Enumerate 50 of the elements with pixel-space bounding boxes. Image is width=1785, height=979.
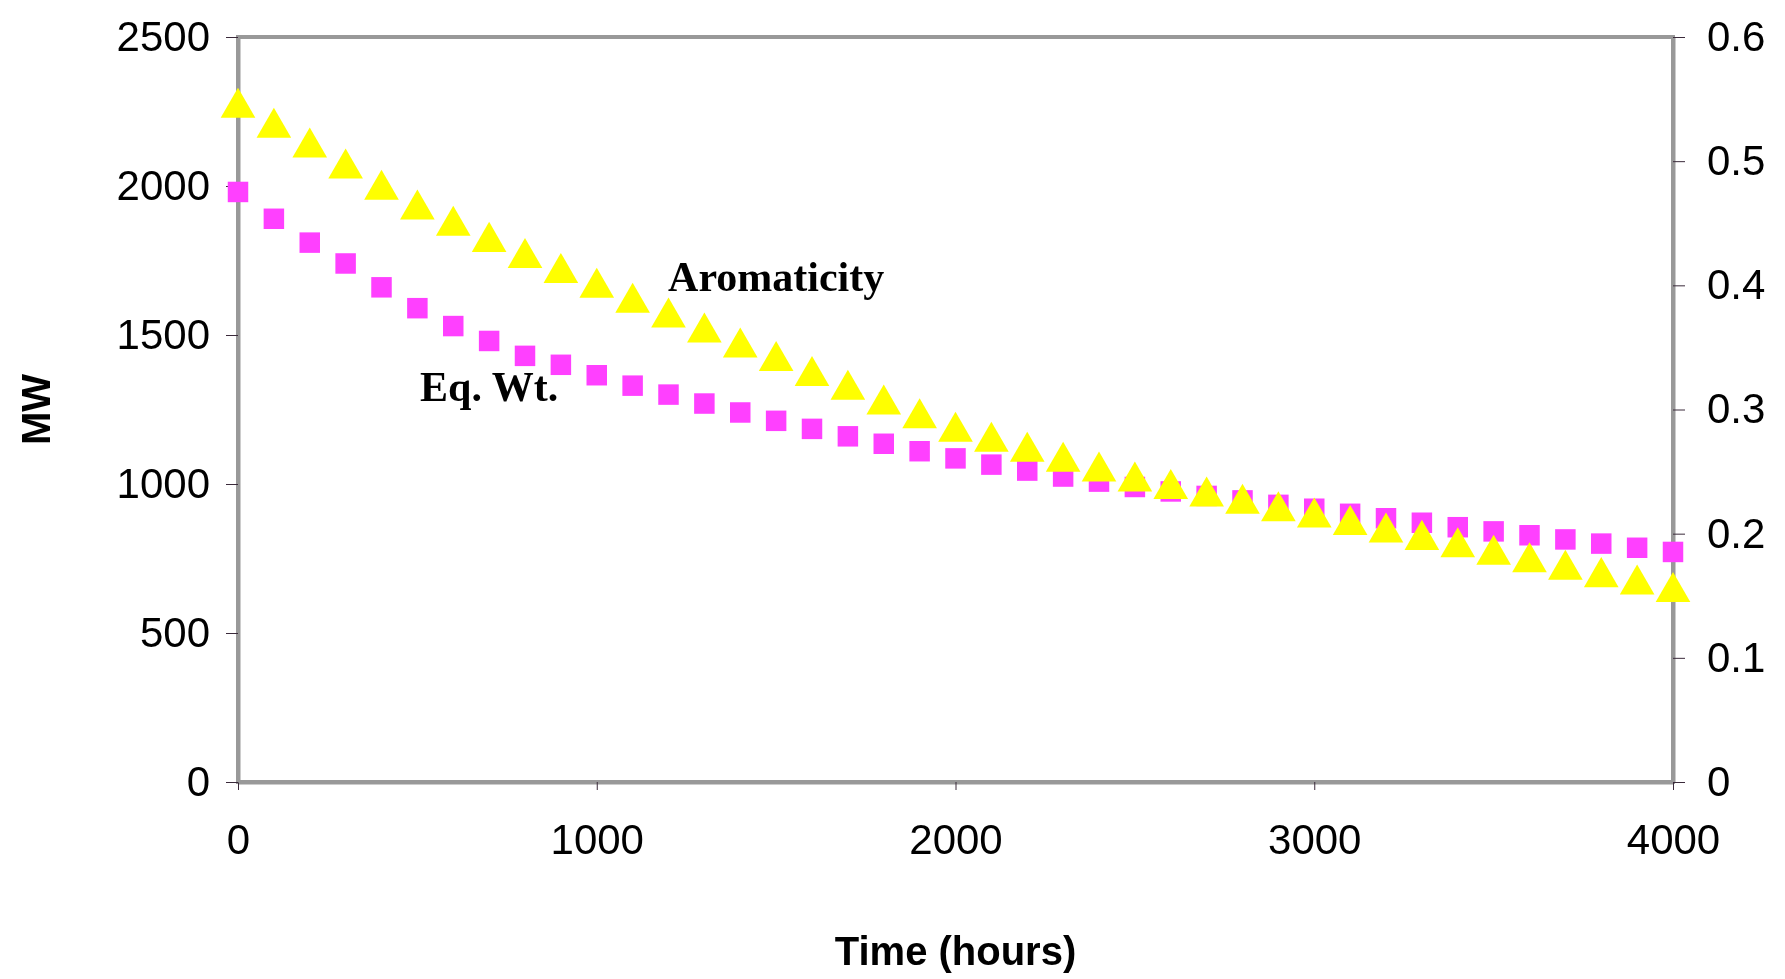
series-label: Aromaticity: [668, 254, 885, 301]
point: [263, 208, 285, 230]
series-label: Eq. Wt.: [420, 363, 559, 410]
y-tick-label: 500: [139, 608, 210, 656]
y-axis-title: MW: [14, 373, 58, 446]
point: [1626, 537, 1648, 559]
y2-tick-label: 0.4: [1707, 261, 1766, 309]
y2-tick-label: 0.2: [1707, 509, 1766, 557]
y-tick-label: 1000: [116, 459, 210, 507]
x-tick-label: 1000: [550, 815, 644, 863]
y-tick-label: 0: [186, 757, 210, 805]
point: [514, 345, 536, 367]
point: [1555, 529, 1576, 550]
y2-tick-label: 0.6: [1707, 12, 1766, 60]
point: [730, 402, 751, 423]
y2-tick-label: 0.5: [1707, 137, 1766, 185]
point: [801, 418, 823, 440]
point: [227, 181, 249, 203]
point: [658, 384, 679, 405]
point: [335, 253, 356, 274]
point: [371, 277, 392, 298]
y2-tick-label: 0: [1707, 757, 1731, 805]
y-tick-label: 1500: [116, 310, 210, 358]
point: [478, 330, 500, 352]
y2-tick-label: 0.1: [1707, 633, 1766, 681]
point: [765, 410, 787, 432]
point: [837, 426, 859, 447]
x-tick-label: 3000: [1268, 815, 1362, 863]
y-tick-label: 2000: [116, 161, 210, 209]
point: [1483, 521, 1504, 542]
point: [299, 232, 320, 253]
point: [981, 454, 1002, 475]
y-tick-label: 2500: [116, 12, 210, 60]
y2-tick-label: 0.3: [1707, 385, 1766, 433]
point: [407, 297, 428, 319]
point: [586, 364, 607, 386]
point: [909, 440, 930, 462]
point: [1017, 460, 1038, 481]
point: [443, 315, 464, 337]
x-axis-title: Time (hours): [834, 929, 1077, 973]
point: [873, 433, 894, 455]
point: [622, 375, 643, 396]
x-tick-label: 0: [226, 815, 251, 863]
point: [694, 393, 715, 414]
point: [945, 448, 966, 469]
point: [1591, 533, 1612, 554]
x-tick-label: 4000: [1626, 815, 1721, 863]
point: [1662, 541, 1684, 563]
x-tick-label: 2000: [909, 815, 1003, 863]
point: [1519, 525, 1540, 546]
